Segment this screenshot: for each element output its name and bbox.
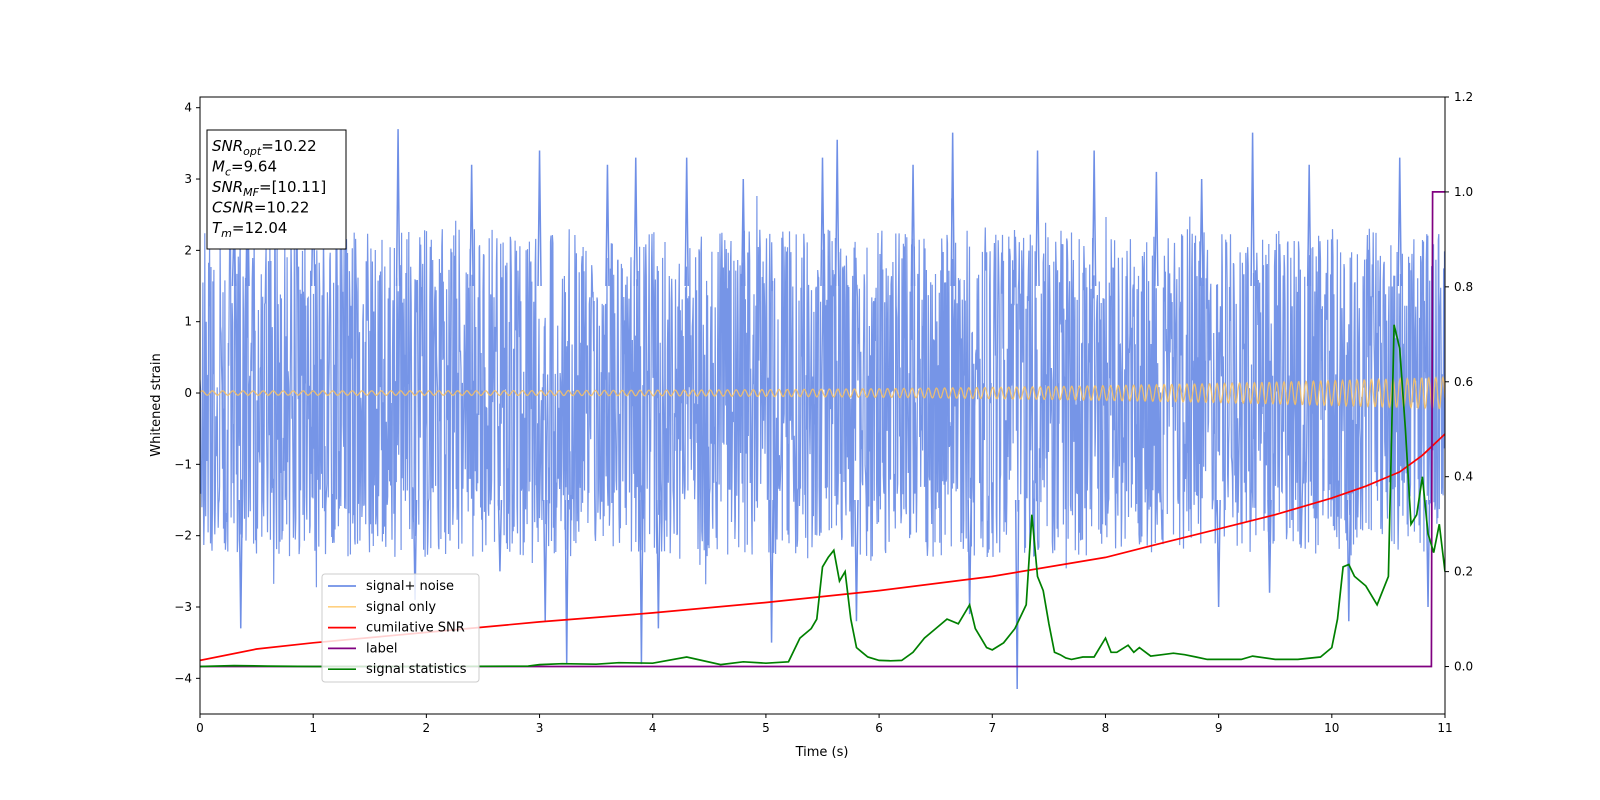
legend-label-signal-only: signal only [366,600,436,615]
noise-spike [1250,132,1255,287]
series-signal-statistics [200,324,1445,668]
x-tick-label: 5 [762,721,770,735]
noise-spike [639,500,644,665]
noise-spike [605,164,610,287]
y-tick-label: 1 [184,315,192,329]
x-tick-label: 6 [875,721,883,735]
y-right-tick-label: 0.0 [1454,660,1473,674]
x-tick-label: 3 [536,721,544,735]
y-tick-label: 2 [184,243,192,257]
noise-spike [967,500,972,615]
noise-spike [741,179,746,287]
y-tick-label: 3 [184,172,192,186]
noise-spike [1091,150,1097,287]
x-tick-label: 10 [1324,721,1339,735]
noise-spike [684,157,689,287]
annotation-line: Mc=9.64 [212,158,277,179]
axis-ticks: 0 1 2 3 4 5 6 7 8 9 10 11 −4 −3 −2 −1 0 1 2 3 4 0.0 0.2 0.4 0.6 0… [174,90,1473,735]
y-tick-label: −1 [174,457,192,471]
x-tick-label: 7 [988,721,996,735]
y-right-tick-label: 0.2 [1454,565,1473,579]
x-tick-label: 2 [423,721,431,735]
series-signal-noise-trace [200,195,1445,588]
annotation-line: Tm=12.04 [212,219,287,240]
annotation-line: SNRopt=10.22 [212,137,317,158]
axes-frame [199,96,1446,715]
x-tick-label: 11 [1437,721,1452,735]
y-tick-label: 0 [184,386,192,400]
noise-spike [395,129,401,287]
annotation-box: SNRopt=10.22Mc=9.64SNRMF=[10.11]CSNR=10.… [206,129,347,250]
noise-spike [1154,171,1159,287]
annotation-frame [206,129,347,250]
x-tick-label: 1 [309,721,317,735]
y-right-tick-label: 1.2 [1454,90,1473,104]
annotation-line: CSNR=10.22 [212,199,309,217]
x-tick-label: 4 [649,721,657,735]
noise-spike [910,164,916,287]
noise-spike [950,132,955,287]
legend-label-label: label [366,641,397,656]
noise-spike [1035,150,1040,287]
noise-spike [537,150,542,287]
y-right-tick-label: 1.0 [1454,185,1473,199]
x-tick-label: 8 [1102,721,1110,735]
noise-spike [1306,164,1312,287]
legend-label-signal-noise: signal+ noise [366,579,454,594]
noise-spike [497,499,503,572]
noise-spike [820,157,825,287]
noise-spike [854,500,859,622]
noise-spike [656,500,661,629]
y-tick-label: −4 [174,671,192,685]
y-tick-label: −3 [174,600,192,614]
y-tick-label: 4 [184,101,192,115]
noise-spike [1216,500,1221,608]
noise-spike [1199,179,1204,287]
series-signal-noise [200,129,1445,690]
x-tick-label: 0 [196,721,204,735]
noise-spike [1397,157,1402,287]
noise-spike [633,157,638,287]
y-axis-label: Whitened strain [149,353,164,456]
y-right-tick-label: 0.6 [1454,375,1473,389]
x-axis-label: Time (s) [795,745,849,760]
series-label [200,191,1445,668]
noise-spike [1346,500,1352,622]
noise-spike [834,139,840,287]
legend-label-cumilative-snr: cumilative SNR [366,621,465,636]
legend: signal+ noise signal only cumilative SNR la… [321,573,480,683]
annotation-line: SNRMF=[10.11] [212,178,326,199]
y-right-tick-label: 0.8 [1454,280,1473,294]
series-signal-only [200,375,1445,410]
y-tick-label: −2 [174,529,192,543]
noise-spike [1267,499,1272,593]
legend-label-signal-statistics: signal statistics [366,662,467,677]
noise-spike [238,500,243,629]
x-tick-label: 9 [1215,721,1223,735]
noise-spike [469,164,474,287]
y-right-tick-label: 0.4 [1454,470,1473,484]
legend-frame [321,573,480,683]
